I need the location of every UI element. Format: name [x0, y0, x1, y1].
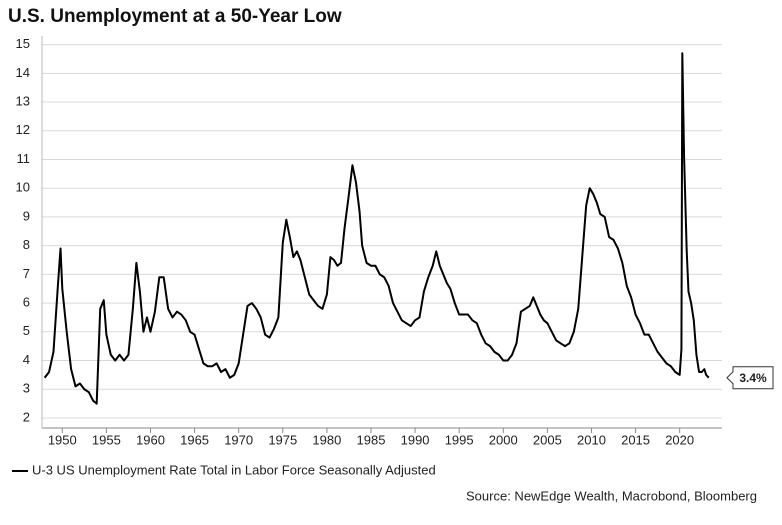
data-line	[43, 52, 710, 405]
x-tick-label: 1975	[268, 432, 297, 447]
x-tick-label: 1995	[445, 432, 474, 447]
legend-label: U-3 US Unemployment Rate Total in Labor …	[32, 462, 436, 477]
x-tick-label: 2015	[621, 432, 650, 447]
y-tick-label: 9	[23, 208, 30, 223]
chart-title: U.S. Unemployment at a 50-Year Low	[8, 6, 342, 27]
x-tick-label: 2020	[665, 432, 694, 447]
x-tick-label: 1990	[401, 432, 430, 447]
annotation-label: 3.4%	[739, 371, 767, 385]
y-tick-label: 7	[23, 266, 30, 281]
y-tick-label: 4	[23, 352, 30, 367]
x-tick-label: 2005	[533, 432, 562, 447]
x-tick-label: 1985	[357, 432, 386, 447]
y-tick-label: 12	[16, 122, 30, 137]
x-tick-label: 1980	[312, 432, 341, 447]
x-tick-label: 1950	[48, 432, 77, 447]
y-tick-label: 13	[16, 93, 30, 108]
y-tick-label: 10	[16, 180, 30, 195]
y-tick-label: 3	[23, 381, 30, 396]
y-tick-label: 14	[16, 65, 30, 80]
x-tick-label: 1955	[92, 432, 121, 447]
x-tick-label: 1970	[224, 432, 253, 447]
y-tick-label: 8	[23, 237, 30, 252]
y-tick-label: 15	[16, 36, 30, 51]
source-note: Source: NewEdge Wealth, Macrobond, Bloom…	[466, 488, 757, 503]
y-tick-label: 6	[23, 295, 30, 310]
y-tick-label: 2	[23, 409, 30, 424]
annotation-box	[726, 366, 774, 390]
y-tick-label: 5	[23, 323, 30, 338]
x-tick-label: 1965	[180, 432, 209, 447]
y-tick-label: 11	[17, 151, 31, 166]
x-tick-label: 2010	[577, 432, 606, 447]
x-tick-label: 2000	[489, 432, 518, 447]
x-tick-label: 1960	[136, 432, 165, 447]
